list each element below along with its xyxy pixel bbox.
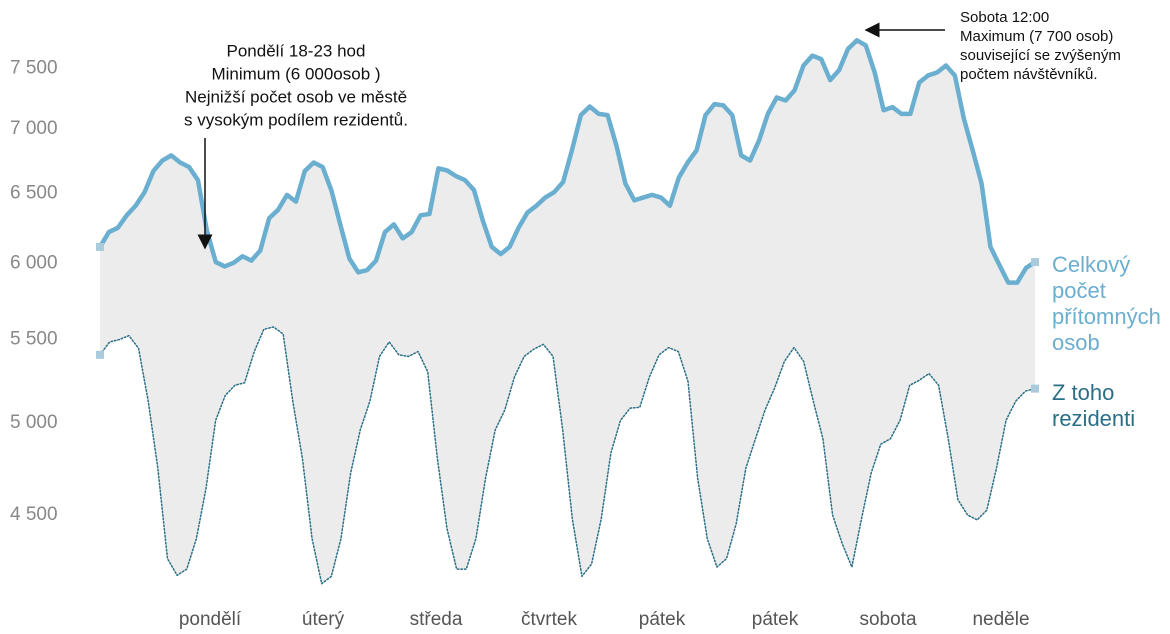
x-tick-label: sobota — [859, 609, 916, 630]
y-tick-label: 5 000 — [10, 412, 58, 433]
x-tick-label: středa — [410, 609, 463, 630]
x-tick-label: úterý — [302, 609, 345, 630]
x-tick-label: pátek — [639, 609, 686, 630]
area-fill — [100, 40, 1035, 584]
legend-total: Celkový počet přítomných osob — [1052, 252, 1161, 355]
x-tick-label: pondělí — [179, 609, 242, 630]
y-tick-label: 7 500 — [10, 57, 58, 78]
annotation-line: počtem návštěvníků. — [960, 66, 1098, 83]
y-tick-label: 4 500 — [10, 504, 58, 525]
annotation-line: s vysokým podílem rezidentů. — [184, 110, 408, 129]
y-tick-label: 5 500 — [10, 329, 58, 350]
annotation-line: Nejnižší počet osob ve městě — [185, 87, 407, 106]
end-marker — [1031, 384, 1039, 393]
x-tick-label: čtvrtek — [521, 609, 577, 630]
end-marker — [96, 242, 104, 251]
x-tick-label: neděle — [972, 609, 1029, 630]
end-marker — [96, 350, 104, 359]
total-line — [97, 38, 1038, 285]
annotation-line: Maximum (7 700 osob) — [960, 28, 1113, 45]
y-tick-label: 6 000 — [10, 253, 58, 274]
annotation-line: Pondělí 18-23 hod — [227, 41, 366, 60]
annotation-line: Minimum (6 000osob ) — [211, 64, 380, 83]
x-tick-label: pátek — [752, 609, 799, 630]
y-tick-label: 7 000 — [10, 118, 58, 139]
end-marker — [1031, 258, 1039, 267]
residents-line — [99, 326, 1036, 585]
legend-residents: Z toho rezidenti — [1052, 380, 1136, 431]
annotation-line: Sobota 12:00 — [960, 9, 1049, 26]
annotation-line: související se zvýšeným — [960, 47, 1121, 64]
y-tick-label: 6 500 — [10, 183, 58, 204]
plot: 4 500 5 000 5 500 6 000 6 500 7 000 7 500 pondě… — [10, 9, 1121, 630]
